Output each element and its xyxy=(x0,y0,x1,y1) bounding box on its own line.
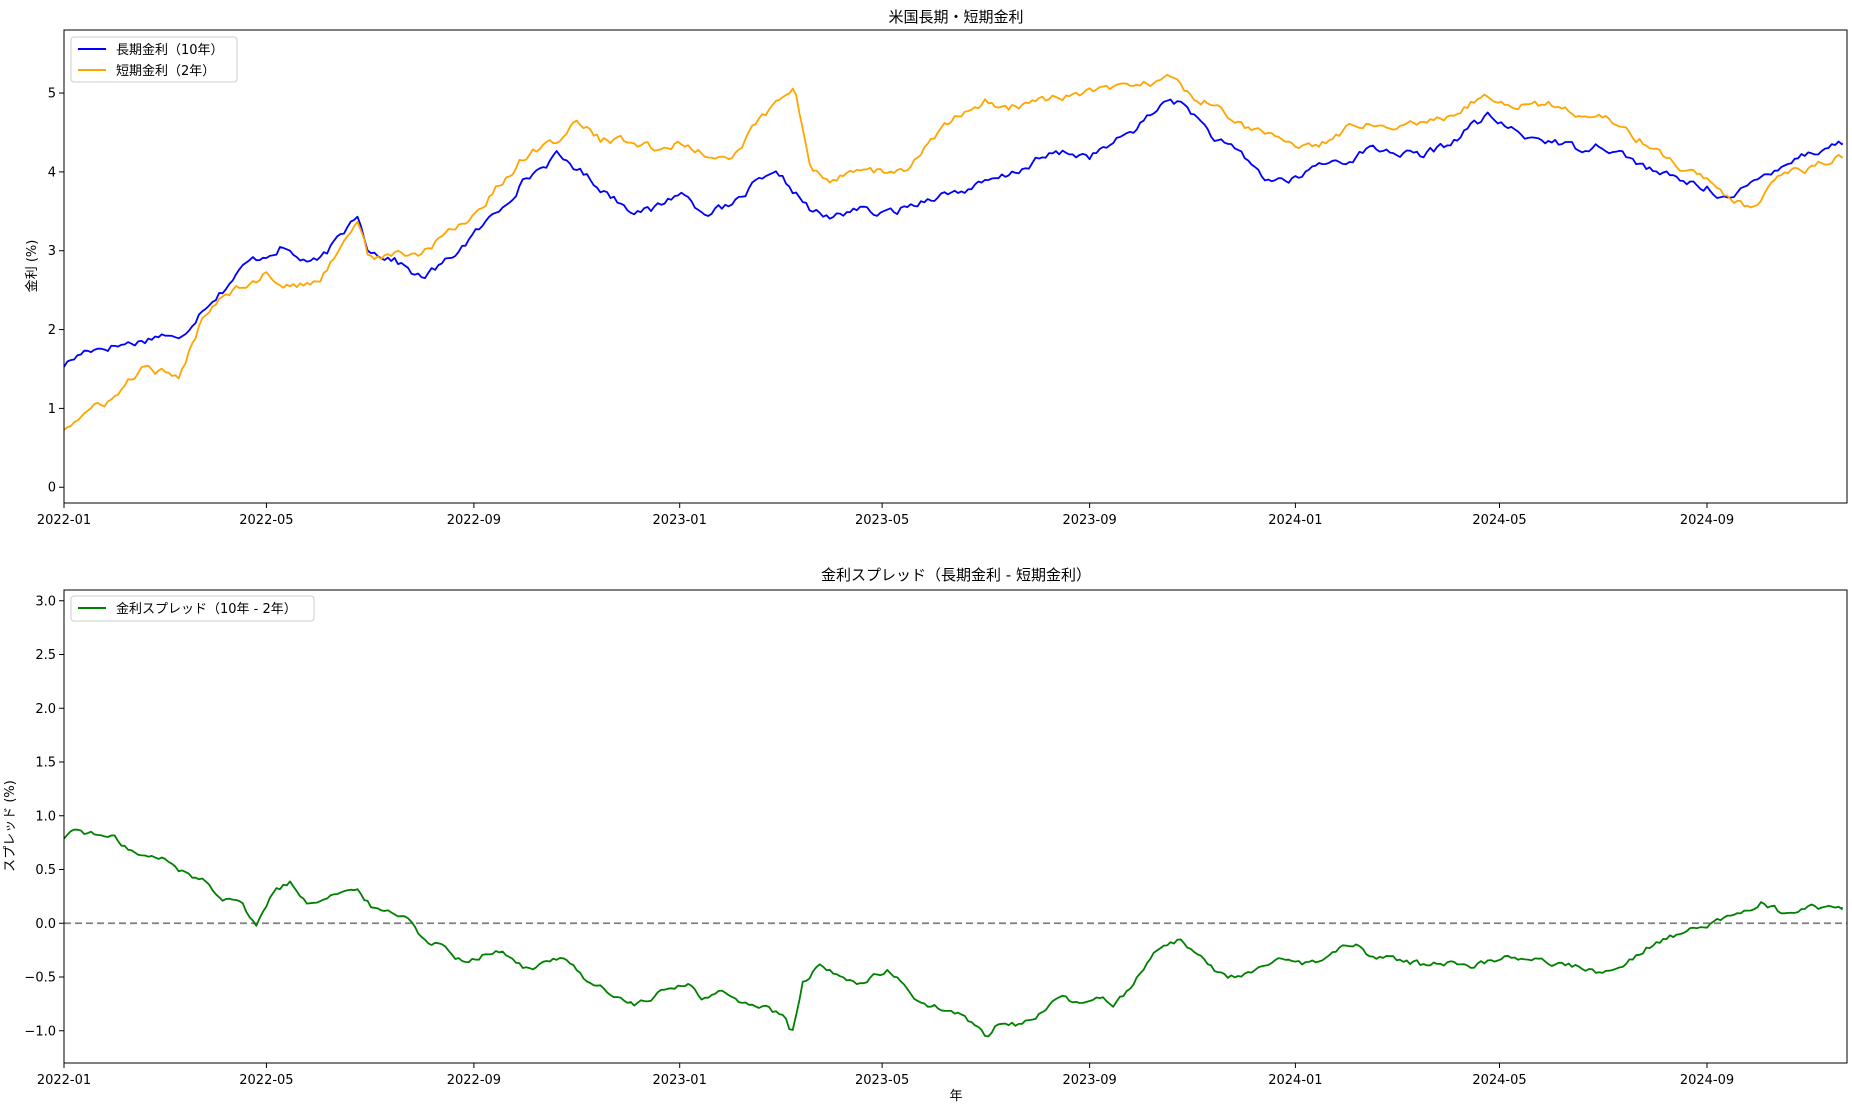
y-axis: −1.0 −0.5 0.0 0.5 1.0 1.5 2.0 2.5 3.0 xyxy=(24,594,64,1039)
y-tick-label: 0 xyxy=(48,481,56,496)
y-tick-label: 3 xyxy=(48,244,56,259)
x-tick-label: 2024-01 xyxy=(1268,1073,1322,1088)
x-tick-label: 2023-09 xyxy=(1062,513,1116,528)
legend-label-spread: 金利スプレッド（10年 - 2年） xyxy=(116,601,297,617)
y-tick-label: 2 xyxy=(48,323,56,338)
x-tick-label: 2023-01 xyxy=(653,513,707,528)
x-tick-label: 2022-01 xyxy=(37,513,91,528)
x-axis: 2022-01 2022-05 2022-09 2023-01 2023-05 2023-… xyxy=(37,503,1734,528)
series-line-short-rate xyxy=(63,73,1843,431)
y-tick-label: 0.0 xyxy=(35,917,56,932)
spread-chart: 金利スプレッド（長期金利 - 短期金利） −1.0 −0.5 0.0 0.5 1.0 1.… xyxy=(3,566,1848,1104)
y-tick-label: 1.5 xyxy=(35,756,56,771)
legend-label-short-rate: 短期金利（2年） xyxy=(116,63,215,79)
y-tick-label: −0.5 xyxy=(24,971,56,986)
x-tick-label: 2024-09 xyxy=(1680,513,1734,528)
chart-title: 金利スプレッド（長期金利 - 短期金利） xyxy=(821,566,1091,584)
y-tick-label: −1.0 xyxy=(24,1024,56,1039)
x-tick-label: 2023-05 xyxy=(855,513,909,528)
legend-box xyxy=(70,595,315,622)
y-axis-label: 金利 (%) xyxy=(24,240,40,293)
legend-box xyxy=(70,36,238,83)
x-axis-label: 年 xyxy=(949,1089,962,1104)
x-tick-label: 2023-01 xyxy=(653,1073,707,1088)
x-tick-label: 2024-05 xyxy=(1472,1073,1526,1088)
y-axis-label: スプレッド (%) xyxy=(3,780,18,872)
x-tick-label: 2022-01 xyxy=(37,1073,91,1088)
x-tick-label: 2022-09 xyxy=(447,513,501,528)
plot-frame xyxy=(63,589,1848,1064)
chart-title: 米国長期・短期金利 xyxy=(888,8,1023,26)
x-tick-label: 2022-09 xyxy=(447,1073,501,1088)
x-tick-label: 2024-01 xyxy=(1268,513,1322,528)
y-axis: 0 1 2 3 4 5 xyxy=(48,87,64,496)
legend: 長期金利（10年） 短期金利（2年） xyxy=(70,36,238,83)
x-axis: 2022-01 2022-05 2022-09 2023-01 2023-05 2023-… xyxy=(37,1063,1734,1088)
series-layer xyxy=(63,828,1843,1038)
y-tick-label: 3.0 xyxy=(35,594,56,609)
legend-label-long-rate: 長期金利（10年） xyxy=(116,42,224,58)
x-tick-label: 2024-09 xyxy=(1680,1073,1734,1088)
y-tick-label: 4 xyxy=(48,165,56,180)
legend: 金利スプレッド（10年 - 2年） xyxy=(70,595,315,622)
x-tick-label: 2022-05 xyxy=(239,1073,293,1088)
series-line-long-rate xyxy=(63,98,1843,368)
y-tick-label: 2.0 xyxy=(35,702,56,717)
plot-frame xyxy=(63,29,1848,504)
series-line-spread xyxy=(63,828,1843,1038)
series-layer xyxy=(63,73,1843,431)
x-tick-label: 2024-05 xyxy=(1472,513,1526,528)
x-tick-label: 2023-09 xyxy=(1062,1073,1116,1088)
x-tick-label: 2023-05 xyxy=(855,1073,909,1088)
y-tick-label: 1 xyxy=(48,402,56,417)
y-tick-label: 5 xyxy=(48,87,56,102)
y-tick-label: 2.5 xyxy=(35,648,56,663)
x-tick-label: 2022-05 xyxy=(239,513,293,528)
y-tick-label: 1.0 xyxy=(35,809,56,824)
y-tick-label: 0.5 xyxy=(35,863,56,878)
